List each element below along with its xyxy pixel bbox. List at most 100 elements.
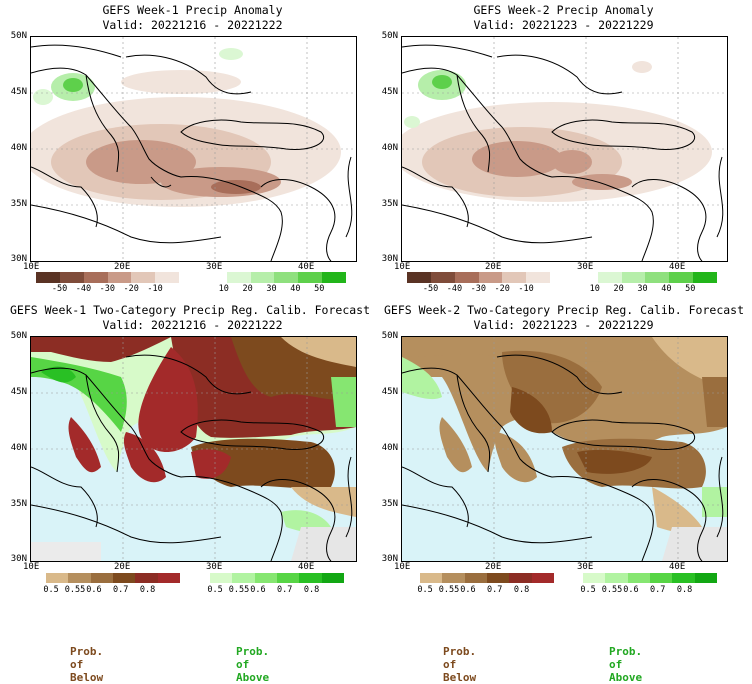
colorbar-swatch bbox=[107, 272, 132, 283]
above-colorbar bbox=[210, 573, 344, 583]
colorbar-tick-label: 0.6 bbox=[86, 585, 102, 595]
colorbar-swatch bbox=[605, 573, 628, 583]
colorbar-swatch bbox=[597, 272, 622, 283]
lon-label: 40E bbox=[298, 262, 315, 272]
colorbar-tick-label: -10 bbox=[518, 284, 534, 294]
prob-above-legend-title: Prob. of Above bbox=[236, 645, 270, 684]
lat-label: 30N bbox=[10, 254, 27, 264]
lat-label: 40N bbox=[381, 443, 398, 453]
colorbar-swatch bbox=[157, 573, 180, 583]
lon-label: 20E bbox=[485, 562, 502, 572]
lon-label: 30E bbox=[206, 562, 223, 572]
below-colorbar bbox=[46, 573, 180, 583]
colorbar-tick-label: -30 bbox=[470, 284, 486, 294]
colorbar-tick-label: 0.55 bbox=[438, 585, 460, 595]
colorbar-tick-label: 40 bbox=[661, 284, 672, 294]
colorbar-tick-label: -20 bbox=[494, 284, 510, 294]
anomaly-map-week2 bbox=[401, 36, 728, 262]
lon-label: 30E bbox=[577, 562, 594, 572]
panel-valid-dates: Valid: 20221223 - 20221229 bbox=[473, 18, 654, 32]
lon-label: 10E bbox=[23, 262, 40, 272]
colorbar-swatch bbox=[90, 573, 113, 583]
panel-valid-dates: Valid: 20221216 - 20221222 bbox=[102, 318, 283, 332]
colorbar-swatch bbox=[627, 573, 650, 583]
lat-label: 35N bbox=[381, 499, 398, 509]
probability-map-week2 bbox=[401, 336, 728, 562]
lat-label: 40N bbox=[10, 443, 27, 453]
colorbar-swatch bbox=[526, 272, 551, 283]
lon-label: 10E bbox=[394, 562, 411, 572]
colorbar-swatch bbox=[621, 272, 646, 283]
below-colorbar-ticks: 0.5 0.55 0.6 0.7 0.8 bbox=[417, 585, 554, 597]
colorbar-tick-label: 0.6 bbox=[460, 585, 476, 595]
colorbar-swatch bbox=[155, 272, 180, 283]
colorbar-tick-label: 0.7 bbox=[487, 585, 503, 595]
colorbar-swatch bbox=[250, 272, 275, 283]
colorbar-swatch bbox=[112, 573, 136, 583]
colorbar-swatch bbox=[645, 272, 670, 283]
prob-below-legend-title: Prob. of Below bbox=[70, 645, 104, 684]
colorbar-tick-label: 20 bbox=[613, 284, 624, 294]
colorbar-tick-label: 0.7 bbox=[277, 585, 293, 595]
colorbar-swatch bbox=[321, 573, 344, 583]
lat-label: 35N bbox=[10, 199, 27, 209]
anomaly-colorbar bbox=[407, 272, 717, 283]
colorbar-tick-label: 0.55 bbox=[64, 585, 86, 595]
lat-label: 40N bbox=[381, 143, 398, 153]
lat-label: 45N bbox=[381, 87, 398, 97]
lon-label: 40E bbox=[669, 262, 686, 272]
colorbar-swatch bbox=[583, 573, 606, 583]
lat-label: 30N bbox=[10, 554, 27, 564]
colorbar-swatch bbox=[179, 272, 203, 283]
colorbar-swatch bbox=[202, 272, 227, 283]
colorbar-tick-label: -50 bbox=[51, 284, 68, 294]
lat-label: 35N bbox=[381, 199, 398, 209]
panel-valid-dates: Valid: 20221223 - 20221229 bbox=[473, 318, 654, 332]
lat-label: 50N bbox=[381, 331, 398, 341]
colorbar-tick-label: 50 bbox=[685, 284, 696, 294]
anomaly-colorbar-ticks: -50 -40 -30 -20 -10 10 20 30 40 50 bbox=[407, 284, 717, 296]
colorbar-tick-label: 30 bbox=[637, 284, 648, 294]
colorbar-swatch bbox=[486, 573, 510, 583]
lon-label: 40E bbox=[298, 562, 315, 572]
colorbar-tick-label: 0.5 bbox=[580, 585, 596, 595]
prob-below-legend-title: Prob. of Below bbox=[443, 645, 477, 684]
panel-title: GEFS Week-1 Precip Anomaly bbox=[102, 3, 283, 17]
colorbar-tick-label: 0.8 bbox=[303, 585, 320, 595]
lon-label: 40E bbox=[669, 562, 686, 572]
panel-title: GEFS Week-2 Two-Category Precip Reg. Cal… bbox=[383, 303, 745, 317]
prob-above-legend-title: Prob. of Above bbox=[609, 645, 643, 684]
lat-label: 45N bbox=[10, 387, 27, 397]
colorbar-swatch bbox=[464, 573, 487, 583]
colorbar-swatch bbox=[531, 573, 554, 583]
colorbar-tick-label: 0.8 bbox=[139, 585, 156, 595]
colorbar-swatch bbox=[693, 272, 717, 283]
colorbar-tick-label: 0.5 bbox=[417, 585, 433, 595]
colorbar-swatch bbox=[298, 272, 323, 283]
colorbar-tick-label: 50 bbox=[314, 284, 325, 294]
colorbar-swatch bbox=[420, 573, 443, 583]
above-colorbar-ticks: 0.5 0.55 0.6 0.7 0.8 bbox=[207, 585, 344, 597]
lat-label: 45N bbox=[381, 387, 398, 397]
colorbar-swatch bbox=[407, 272, 431, 283]
lon-label: 30E bbox=[577, 262, 594, 272]
lat-label: 50N bbox=[381, 31, 398, 41]
colorbar-swatch bbox=[254, 573, 277, 583]
colorbar-swatch bbox=[672, 573, 695, 583]
above-colorbar-ticks: 0.5 0.55 0.6 0.7 0.8 bbox=[580, 585, 717, 597]
colorbar-swatch bbox=[649, 573, 673, 583]
colorbar-swatch bbox=[694, 573, 717, 583]
lat-label: 30N bbox=[381, 254, 398, 264]
lat-label: 45N bbox=[10, 87, 27, 97]
panel-title: GEFS Week-1 Two-Category Precip Reg. Cal… bbox=[9, 303, 371, 317]
anomaly-colorbar bbox=[36, 272, 346, 283]
colorbar-swatch bbox=[454, 272, 479, 283]
colorbar-tick-label: 0.7 bbox=[650, 585, 666, 595]
colorbar-tick-label: 0.8 bbox=[676, 585, 693, 595]
colorbar-swatch bbox=[36, 272, 60, 283]
colorbar-tick-label: -10 bbox=[147, 284, 163, 294]
colorbar-swatch bbox=[478, 272, 503, 283]
colorbar-tick-label: 0.7 bbox=[113, 585, 129, 595]
lon-label: 10E bbox=[23, 562, 40, 572]
lon-label: 20E bbox=[114, 262, 131, 272]
